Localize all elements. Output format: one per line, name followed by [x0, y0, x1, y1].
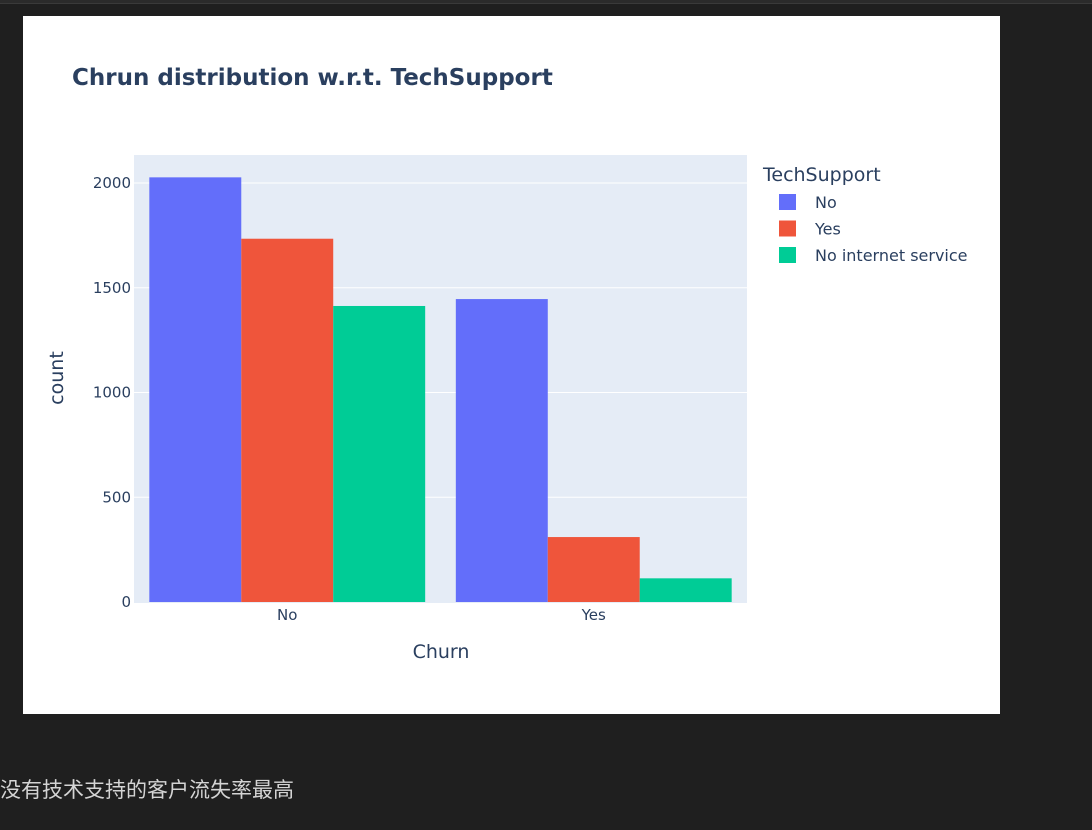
bar-chart: 0 500 1000 1500 2000 No Yes Chrun distributio… [46, 65, 968, 663]
bar-yes-no [455, 299, 548, 602]
chart-title: Chrun distribution w.r.t. TechSupport [72, 65, 553, 91]
y-tick-labels: 0 500 1000 1500 2000 [93, 174, 131, 611]
legend: TechSupport No Yes No internet service [762, 164, 968, 265]
bars [149, 177, 732, 603]
legend-swatch [779, 220, 796, 237]
y-tick-label: 500 [102, 488, 131, 506]
bar-no-yes [241, 238, 334, 603]
y-tick-label: 2000 [93, 174, 131, 192]
legend-swatch [779, 194, 796, 210]
x-axis-label: Churn [413, 641, 470, 663]
x-tick-label: No [277, 606, 297, 624]
bar-yes-no-internet-service [639, 578, 732, 602]
legend-title: TechSupport [762, 164, 881, 186]
y-tick-label: 1000 [93, 384, 131, 402]
legend-item-label: No [815, 193, 837, 212]
y-tick-label: 1500 [93, 279, 131, 297]
bar-no-no-internet-service [333, 305, 426, 602]
chart-card: 0 500 1000 1500 2000 No Yes Chrun distributio… [23, 16, 1000, 714]
y-axis-label: count [46, 351, 68, 405]
legend-item-label: Yes [814, 220, 841, 239]
x-tick-labels: No Yes [277, 606, 606, 624]
bar-no-no [149, 177, 242, 602]
x-tick-label: Yes [581, 606, 606, 624]
caption-text: 没有技术支持的客户流失率最高 [0, 778, 294, 802]
y-tick-label: 0 [121, 593, 131, 611]
bar-yes-yes [547, 537, 640, 602]
top-border [0, 0, 1092, 4]
legend-swatch [779, 247, 796, 263]
legend-item-label: No internet service [815, 246, 968, 265]
